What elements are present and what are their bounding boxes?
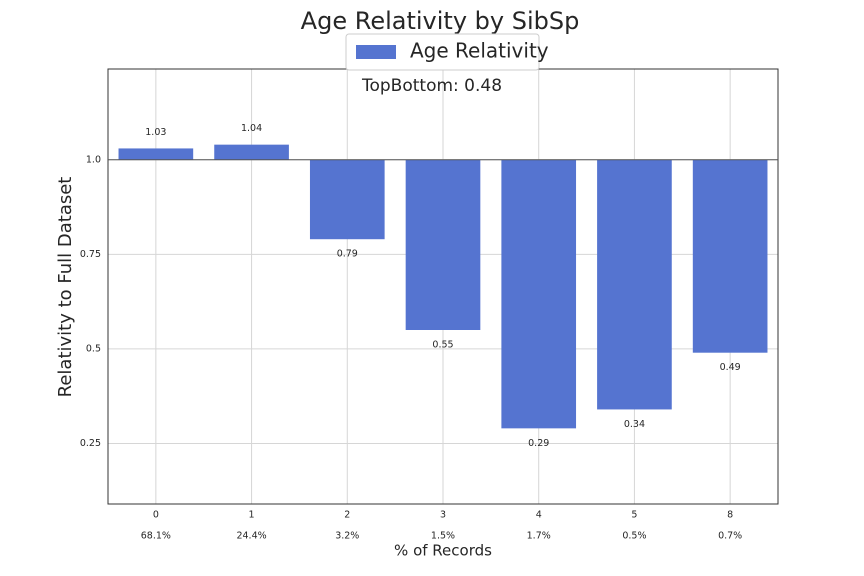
y-tick-label: 0.75 (80, 249, 101, 260)
y-tick-label: 1.0 (86, 154, 101, 165)
data-label-1: 1.04 (241, 123, 262, 134)
data-label-2: 0.79 (337, 249, 358, 260)
y-axis-ticks: 0.25 0.5 0.75 1.0 (80, 154, 101, 449)
data-label-8: 0.49 (720, 362, 741, 373)
x-tick-label: 4 (536, 510, 542, 521)
x-tick-label: 3 (440, 510, 446, 521)
x-axis-label: % of Records (394, 542, 492, 560)
record-pct-label: 3.2% (335, 531, 359, 542)
data-label-4: 0.29 (528, 438, 549, 449)
chart-title: Age Relativity by SibSp (301, 7, 580, 35)
bar-0 (118, 148, 194, 160)
x-tick-label: 5 (631, 510, 637, 521)
bar-1 (214, 144, 289, 160)
data-label-5: 0.34 (624, 419, 645, 430)
x-tick-label: 2 (344, 510, 350, 521)
x-axis-ticks: 0 68.1% 1 24.4% 2 3.2% 3 1.5% 4 1.7% 5 0.5% 8 0.7% (141, 510, 742, 542)
bar-4 (501, 159, 577, 429)
x-tick-label: 1 (249, 510, 255, 521)
bar-5 (597, 159, 672, 410)
data-labels: 1.03 1.04 0.79 0.55 0.29 0.34 0.49 (145, 123, 740, 449)
topbottom-annotation: TopBottom: 0.48 (361, 76, 502, 96)
x-tick-label: 8 (727, 510, 733, 521)
y-axis-label: Relativity to Full Dataset (55, 177, 76, 398)
bar-8 (692, 159, 768, 353)
record-pct-label: 68.1% (141, 531, 171, 542)
bar-2 (309, 159, 385, 240)
record-pct-label: 1.5% (431, 531, 455, 542)
x-tick-label: 0 (153, 510, 159, 521)
legend: Age Relativity (345, 33, 549, 71)
record-pct-label: 0.5% (622, 531, 646, 542)
legend-frame (345, 33, 540, 71)
legend-swatch (356, 45, 396, 59)
legend-label: Age Relativity (410, 39, 549, 63)
record-pct-label: 0.7% (718, 531, 742, 542)
record-pct-label: 24.4% (236, 531, 266, 542)
bar-3 (405, 159, 481, 330)
data-label-3: 0.55 (432, 340, 453, 351)
y-tick-label: 0.5 (86, 343, 101, 354)
data-label-0: 1.03 (145, 127, 166, 138)
bars (118, 144, 768, 429)
y-tick-label: 0.25 (80, 438, 101, 449)
record-pct-label: 1.7% (527, 531, 551, 542)
